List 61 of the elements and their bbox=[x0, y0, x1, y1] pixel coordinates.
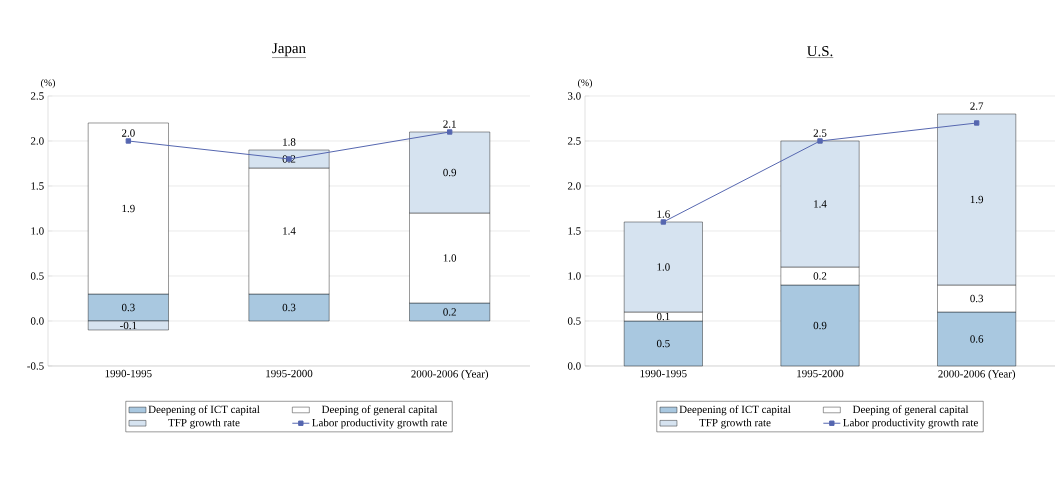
y-tick-label: 1.5 bbox=[31, 182, 44, 190]
y-tick-label: -0.5 bbox=[27, 362, 44, 370]
y-tick-label: 2.5 bbox=[567, 137, 581, 145]
chart-title: U.S. bbox=[807, 46, 833, 57]
y-tick-label: 1.5 bbox=[568, 227, 581, 235]
data-label: 0.5 bbox=[656, 339, 670, 348]
y-tick-label: 0.0 bbox=[30, 317, 44, 325]
chart-title: Japan bbox=[272, 43, 306, 57]
data-label: 0.3 bbox=[970, 294, 984, 303]
x-tick-label: 1990-1995 bbox=[105, 369, 152, 378]
data-label: 2.0 bbox=[121, 129, 135, 137]
point bbox=[817, 138, 823, 144]
legend-label: Labor productivity growth rate bbox=[843, 418, 978, 429]
y-tick-label: 2.5 bbox=[30, 92, 44, 100]
data-label: 1.4 bbox=[814, 200, 827, 208]
x-tick-label: 2000-2006 (Year) bbox=[938, 369, 1016, 380]
data-label: 0.2 bbox=[282, 155, 296, 163]
data-label: 1.0 bbox=[443, 254, 457, 262]
data-label: 0.1 bbox=[656, 312, 670, 321]
y-tick-label: 2.0 bbox=[567, 182, 581, 190]
legend-label: TFP growth rate bbox=[168, 418, 240, 429]
y-tick-label: 1.0 bbox=[31, 227, 44, 235]
data-label: 2.7 bbox=[970, 102, 984, 110]
data-label: 2.1 bbox=[443, 120, 456, 128]
data-label: 2.5 bbox=[813, 129, 827, 137]
legend-label: TFP growth rate bbox=[699, 418, 771, 429]
data-label: 1.0 bbox=[657, 263, 670, 271]
x-tick-label: 1995-2000 bbox=[797, 369, 844, 378]
data-label: 0.9 bbox=[813, 321, 827, 330]
y-tick-label: 0.5 bbox=[567, 317, 581, 325]
legend-label: Deepening of ICT capital bbox=[679, 405, 791, 416]
data-label: 0.9 bbox=[443, 168, 457, 177]
point bbox=[660, 219, 667, 225]
point bbox=[125, 138, 132, 144]
data-label: -0.1 bbox=[120, 321, 137, 330]
y-tick-label: 0.0 bbox=[567, 362, 581, 370]
y-tick-label: 0.5 bbox=[30, 272, 44, 280]
data-label: 0.3 bbox=[282, 303, 296, 312]
legend-label: Deepening of ICT capital bbox=[148, 405, 260, 416]
data-label: 1.9 bbox=[970, 195, 984, 204]
y-tick-label: 3.0 bbox=[567, 92, 581, 100]
y-axis-title: (%) bbox=[577, 79, 593, 89]
legend-label: Deeping of general capital bbox=[852, 405, 969, 416]
x-tick-label: 1990-1995 bbox=[640, 369, 687, 378]
legend-label: Labor productivity growth rate bbox=[312, 418, 447, 429]
legend-label: Deeping of general capital bbox=[321, 405, 438, 416]
data-label: 1.9 bbox=[122, 204, 135, 213]
y-tick-label: 1.0 bbox=[568, 272, 581, 280]
data-label: 1.4 bbox=[283, 227, 296, 235]
data-label: 0.6 bbox=[970, 335, 984, 343]
data-label: 0.2 bbox=[813, 272, 827, 280]
data-label: 0.3 bbox=[121, 303, 135, 312]
x-tick-label: 2000-2006 (Year) bbox=[411, 369, 489, 380]
point bbox=[446, 129, 453, 135]
point bbox=[973, 120, 980, 126]
y-tick-label: 2.0 bbox=[30, 137, 44, 145]
x-tick-label: 1995-2000 bbox=[266, 369, 313, 378]
data-label: 0.2 bbox=[443, 308, 456, 316]
data-label: 1.6 bbox=[657, 210, 670, 218]
y-axis-title: (%) bbox=[40, 79, 56, 89]
data-label: 1.8 bbox=[283, 138, 296, 146]
